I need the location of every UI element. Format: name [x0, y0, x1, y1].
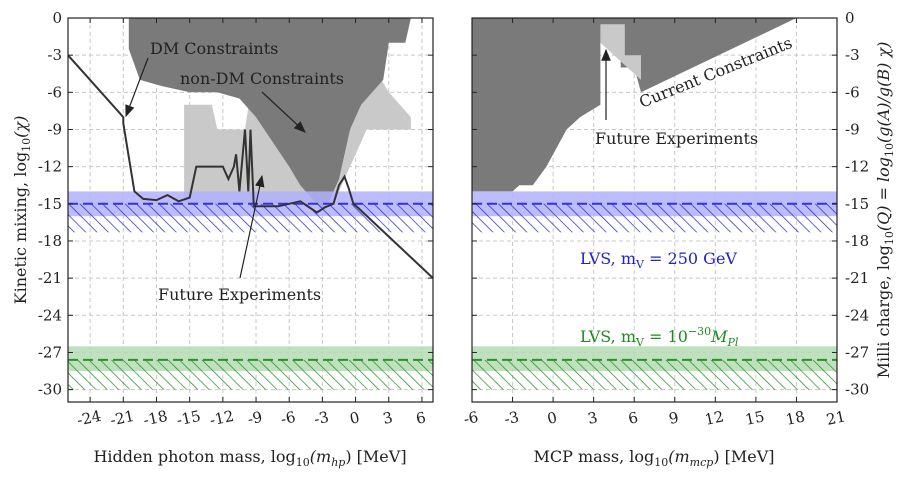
- y-tick-label: -15: [845, 195, 869, 213]
- y-tick-label: -27: [38, 343, 62, 361]
- right-lvs-bands: [472, 191, 837, 390]
- y-tick-label: -27: [845, 343, 869, 361]
- y-tick-label: -18: [845, 232, 869, 250]
- left-future-arrow: [239, 174, 265, 279]
- x-tick-label: 0: [546, 408, 559, 428]
- x-tick-label: 21: [825, 407, 847, 429]
- x-tick-label: -3: [312, 408, 330, 429]
- right-future-experiments-label: Future Experiments: [595, 129, 758, 148]
- x-tick-label: -9: [246, 408, 264, 429]
- left-future-experiments-label: Future Experiments: [158, 285, 321, 304]
- right-axes-frame: [471, 17, 838, 403]
- left-x-axis-label: Hidden photon mass, log10(mhp) [MeV]: [93, 447, 406, 469]
- x-tick-label: -6: [279, 408, 297, 429]
- y-tick-label: -21: [845, 269, 869, 287]
- x-tick-label: 6: [414, 408, 427, 428]
- left-current-constraints-region: [128, 18, 411, 210]
- x-tick-label: 6: [627, 408, 640, 428]
- y-tick-label: -9: [845, 120, 860, 138]
- dm-arrow: [125, 57, 149, 118]
- x-tick-label: -6: [462, 408, 480, 429]
- right-future-experiments-region: [600, 24, 641, 80]
- y-tick-label: -6: [845, 83, 860, 101]
- y-tick-label: -18: [38, 232, 62, 250]
- left-axes-frame: [67, 17, 434, 403]
- x-tick-label: 3: [381, 408, 394, 428]
- left-y-axis-label: Kinetic mixing, log10(χ): [11, 116, 33, 305]
- left-panel: -24 -21 -18 -15 -12 -9 -6 -3 0 3 60-3-6-9-12-15-18…: [11, 9, 434, 469]
- y-tick-label: -24: [845, 306, 869, 324]
- non-dm-arrow: [261, 91, 306, 133]
- x-tick-label: 15: [744, 407, 766, 429]
- x-tick-label: -24: [75, 407, 102, 430]
- y-tick-label: -12: [38, 158, 62, 176]
- y-tick-label: -15: [38, 195, 62, 213]
- y-tick-label: -6: [47, 83, 62, 101]
- x-tick-label: 0: [348, 408, 361, 428]
- right-x-axis-label: MCP mass, log10(mmcp) [MeV]: [533, 447, 774, 469]
- lvs-green-hatch: [68, 359, 433, 390]
- y-tick-label: -21: [38, 269, 62, 287]
- y-tick-label: -9: [47, 120, 62, 138]
- y-tick-label: -30: [38, 381, 62, 399]
- x-tick-label: -18: [142, 407, 169, 430]
- right-panel: -6 -3 0 3 6 9 12 15 18 210-3-6-9-12-15-18-21-24-2…: [462, 9, 896, 469]
- x-tick-label: 9: [667, 408, 680, 428]
- y-tick-label: -30: [845, 381, 869, 399]
- lvs-green-hatch: [472, 359, 837, 390]
- right-current-constraints-region: [472, 18, 797, 192]
- left-ticks: -24 -21 -18 -15 -12 -9 -6 -3 0 3 60-3-6-9-12-15-18…: [38, 9, 433, 429]
- left-dm-constraint-line: [68, 54, 433, 279]
- dm-constraints-label: DM Constraints: [150, 39, 278, 58]
- y-tick-label: 0: [845, 9, 855, 27]
- x-tick-label: -3: [503, 408, 521, 429]
- x-tick-label: 12: [703, 407, 725, 429]
- y-tick-label: 0: [52, 9, 62, 27]
- x-tick-label: -15: [175, 407, 202, 430]
- x-tick-label: 18: [784, 407, 806, 429]
- right-y-axis-label: Milli charge, log10(Q) = log10(g(A)/g(B)…: [874, 42, 896, 379]
- y-tick-label: -3: [47, 46, 62, 64]
- x-tick-label: -21: [109, 407, 136, 430]
- y-tick-label: -3: [845, 46, 860, 64]
- lvs-blue-label: LVS, mV = 250 GeV: [580, 249, 737, 271]
- right-ticks: -6 -3 0 3 6 9 12 15 18 210-3-6-9-12-15-18-21-24-2…: [462, 9, 869, 429]
- y-tick-label: -24: [38, 306, 62, 324]
- y-tick-label: -12: [845, 158, 869, 176]
- non-dm-constraints-label: non-DM Constraints: [180, 69, 344, 88]
- lvs-blue-hatch: [472, 203, 837, 233]
- lvs-green-label: LVS, mV = 10−30MPl: [580, 325, 739, 349]
- x-tick-label: 3: [586, 408, 599, 428]
- x-tick-label: -12: [208, 407, 235, 430]
